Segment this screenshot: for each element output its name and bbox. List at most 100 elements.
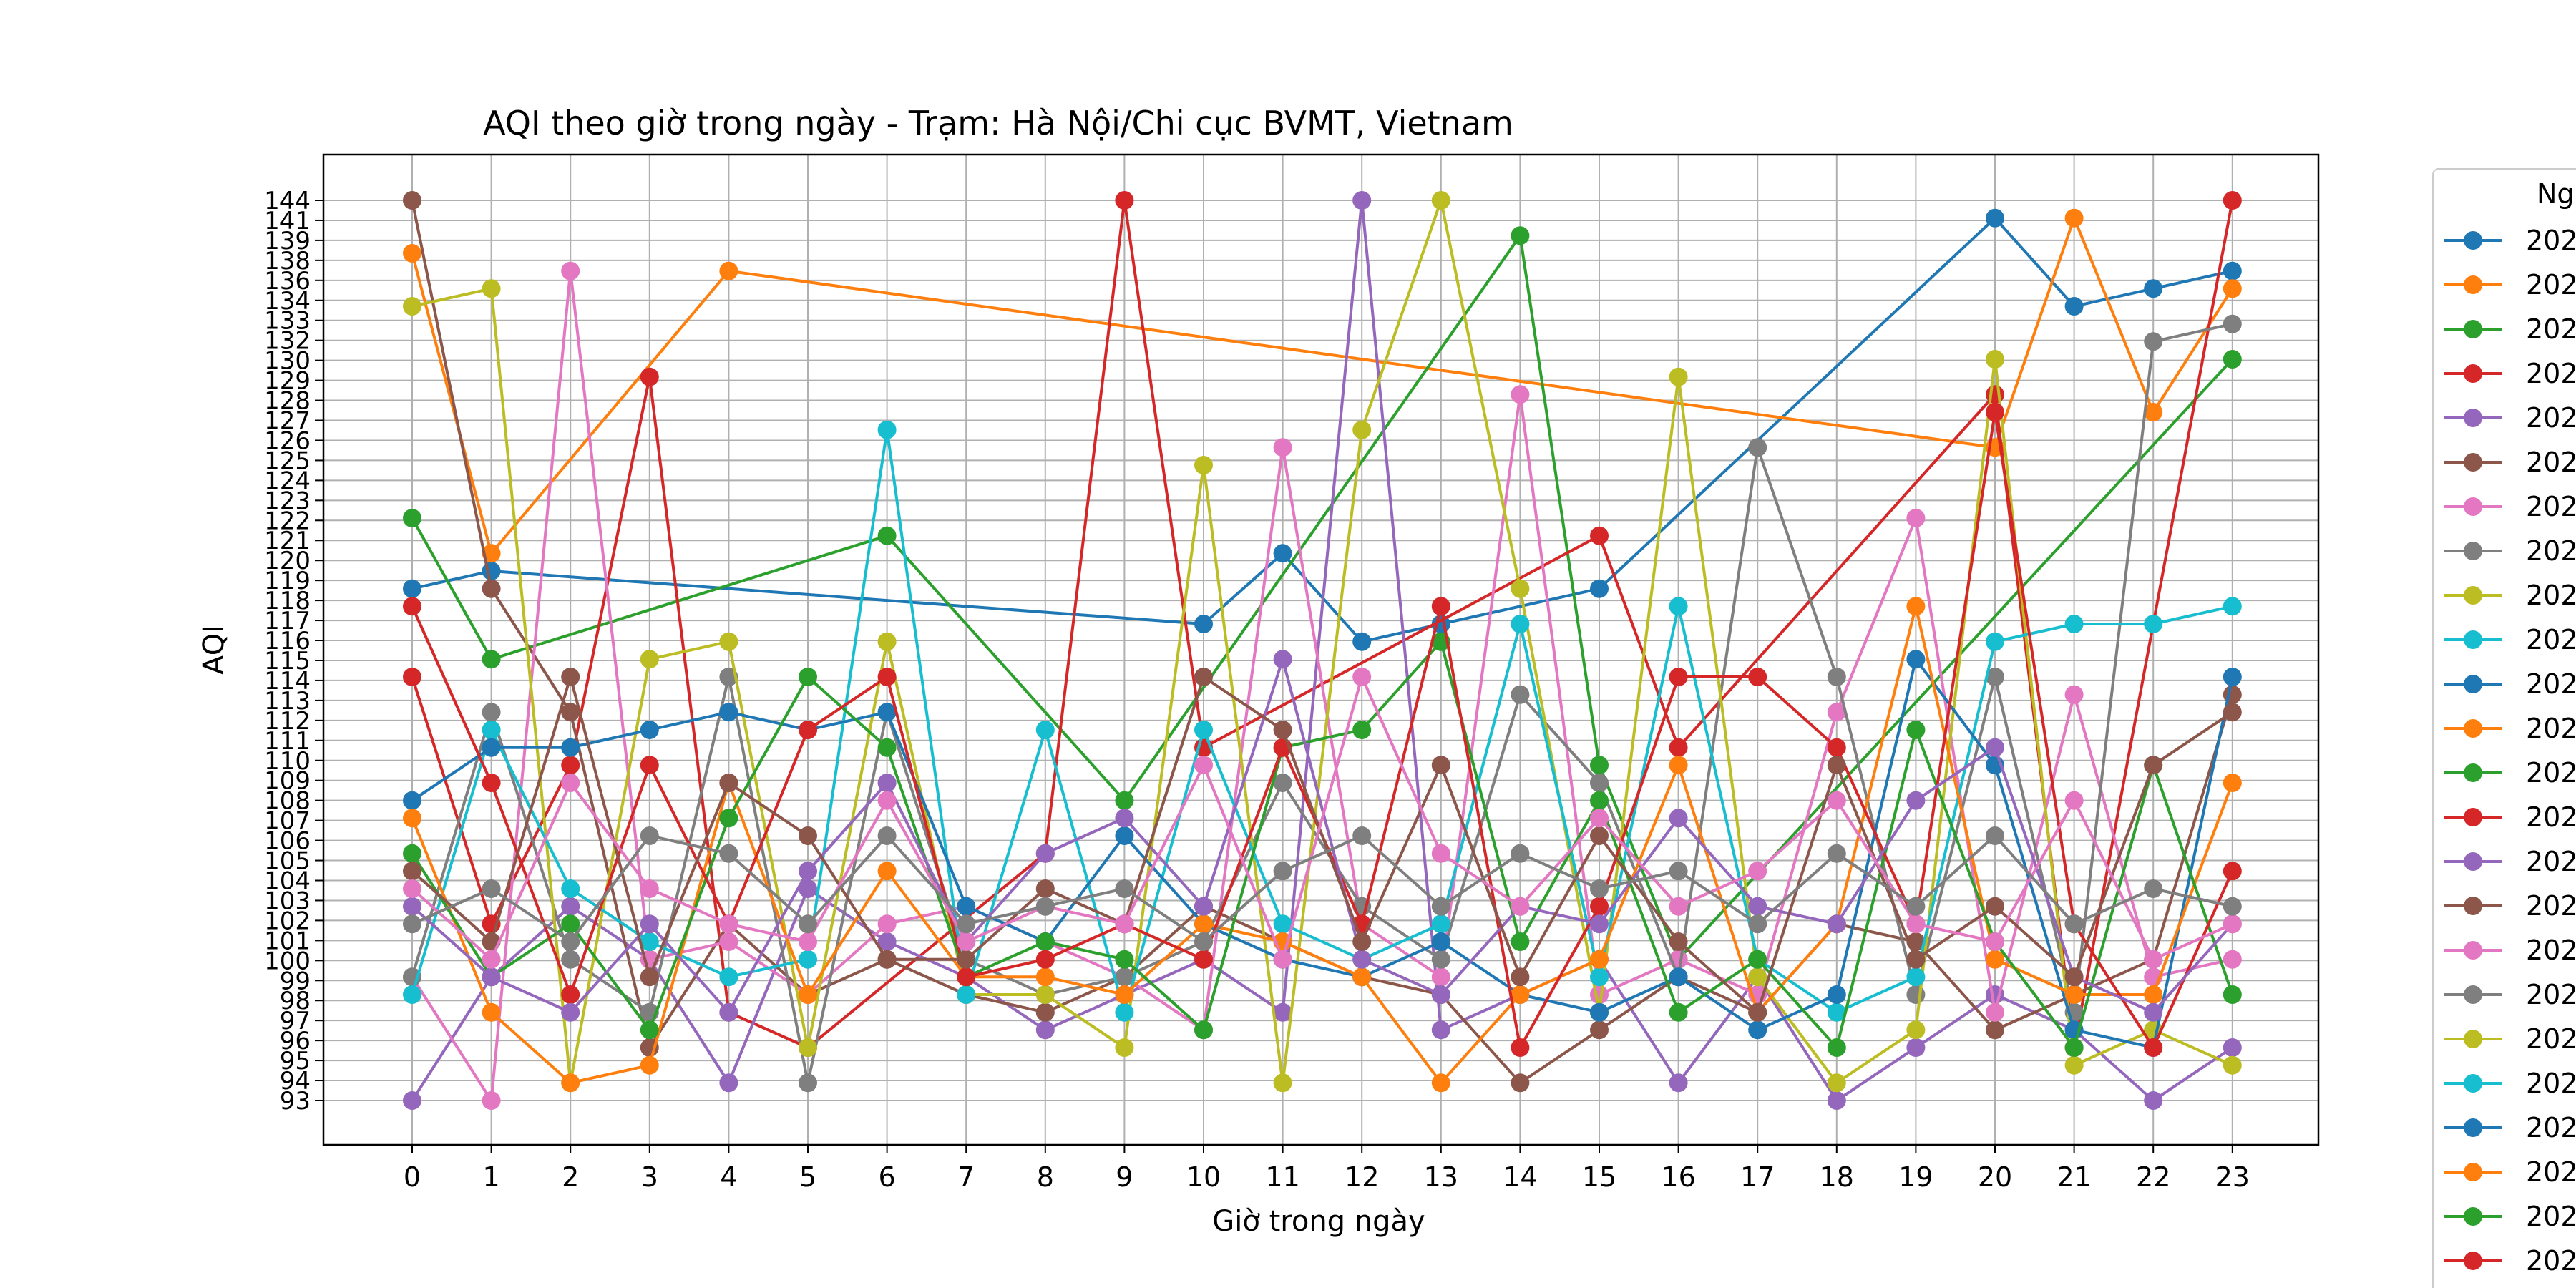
data-point xyxy=(1827,1091,1846,1110)
data-point xyxy=(1986,932,2004,951)
legend-swatch-marker xyxy=(2464,364,2482,383)
data-point xyxy=(640,756,659,775)
data-point xyxy=(1511,897,1530,916)
data-point xyxy=(1194,756,1213,775)
legend-label: 202 xyxy=(2526,269,2576,301)
y-tick-label: 115 xyxy=(264,647,311,675)
data-point xyxy=(1827,791,1846,810)
data-point xyxy=(403,914,421,934)
data-point xyxy=(2223,897,2242,916)
data-point xyxy=(1669,738,1688,757)
y-tick-label: 133 xyxy=(264,307,311,336)
y-tick-label: 126 xyxy=(264,426,311,455)
legend-swatch-marker xyxy=(2464,763,2482,782)
data-point xyxy=(719,703,738,722)
data-point xyxy=(2144,756,2163,775)
chart-title: AQI theo giờ trong ngày - Trạm: Hà Nội/C… xyxy=(483,104,1513,142)
data-point xyxy=(1511,615,1530,633)
data-point xyxy=(561,756,580,775)
data-point xyxy=(561,774,580,792)
series-line xyxy=(411,654,2234,1015)
x-tick-label: 22 xyxy=(2136,1161,2170,1193)
y-tick-label: 106 xyxy=(264,827,311,856)
data-point xyxy=(1511,932,1530,951)
data-point xyxy=(877,632,897,651)
data-point xyxy=(561,932,580,951)
data-point xyxy=(1669,862,1688,881)
series-17 xyxy=(403,826,2242,951)
legend-label: 202 xyxy=(2526,447,2576,478)
data-point xyxy=(1273,1073,1292,1093)
data-point xyxy=(1352,632,1372,651)
data-point xyxy=(1748,967,1767,987)
x-tick-label: 9 xyxy=(1116,1161,1133,1193)
legend-item: 202 xyxy=(2444,491,2576,522)
data-point xyxy=(1115,1038,1134,1057)
x-axis-label: Giờ trong ngày xyxy=(1212,1205,1425,1238)
legend-swatch-marker xyxy=(2464,586,2482,605)
series-line xyxy=(411,215,2233,643)
data-point xyxy=(957,932,976,951)
data-point xyxy=(2144,985,2163,1004)
legend-label: 202 xyxy=(2526,358,2576,389)
series-line xyxy=(411,200,2234,1050)
data-point xyxy=(877,791,897,810)
x-axis-ticks: 0 1 2 3 4 5 6 7 8 9 10 11 12 13 14 15 16 17 18 19 20 21 22 23 xyxy=(404,1145,2250,1193)
data-point xyxy=(1194,721,1213,739)
data-point xyxy=(1115,809,1134,828)
data-point xyxy=(2064,1055,2084,1075)
y-tick-label: 98 xyxy=(280,987,311,1015)
data-point xyxy=(1352,932,1372,951)
legend-label: 202 xyxy=(2526,1156,2576,1188)
data-point xyxy=(2144,615,2163,633)
data-point xyxy=(2064,967,2084,987)
data-point xyxy=(2223,774,2242,792)
y-tick-label: 100 xyxy=(264,947,311,975)
data-point xyxy=(877,826,897,845)
data-point xyxy=(1511,844,1530,863)
data-point xyxy=(719,914,738,934)
data-point xyxy=(1273,721,1292,739)
data-point xyxy=(561,879,580,898)
series-line xyxy=(411,270,2233,1105)
data-point xyxy=(1035,985,1055,1004)
data-point xyxy=(482,579,501,598)
data-point xyxy=(877,950,897,969)
data-point xyxy=(1906,791,1926,810)
data-point xyxy=(1035,950,1055,969)
legend-item: 202 xyxy=(2444,757,2576,789)
data-point xyxy=(1590,1002,1609,1022)
y-axis-ticks: 1441411391381361341331321301291281271261… xyxy=(264,187,323,1116)
legend-swatch-marker xyxy=(2464,852,2482,871)
legend-swatch-marker xyxy=(2464,630,2482,649)
data-point xyxy=(403,879,421,898)
data-point xyxy=(799,879,817,898)
data-point xyxy=(1194,897,1213,916)
legend-item: 202 xyxy=(2444,402,2576,434)
legend-swatch-marker xyxy=(2464,1118,2482,1137)
y-tick-label: 124 xyxy=(264,467,311,495)
x-tick-label: 17 xyxy=(1740,1161,1775,1193)
legend-item: 202 xyxy=(2444,935,2576,966)
data-point xyxy=(1827,985,1846,1004)
series-line xyxy=(411,200,2233,1103)
data-point xyxy=(2064,615,2084,633)
data-point xyxy=(2144,1002,2163,1022)
data-point xyxy=(1035,897,1055,916)
data-point xyxy=(877,703,897,722)
data-point xyxy=(1906,1020,1926,1040)
data-point xyxy=(1431,1073,1450,1093)
data-point xyxy=(719,844,738,863)
data-point xyxy=(482,879,501,898)
data-point xyxy=(1035,879,1055,898)
series-line xyxy=(411,322,2233,1083)
y-tick-label: 136 xyxy=(264,267,311,296)
data-point xyxy=(1590,897,1609,916)
data-point xyxy=(561,1073,580,1093)
series-9 xyxy=(403,420,2242,1022)
data-point xyxy=(1194,668,1213,686)
legend-label: 202 xyxy=(2526,1112,2576,1143)
data-point xyxy=(482,1091,501,1110)
y-tick-label: 132 xyxy=(264,327,311,356)
